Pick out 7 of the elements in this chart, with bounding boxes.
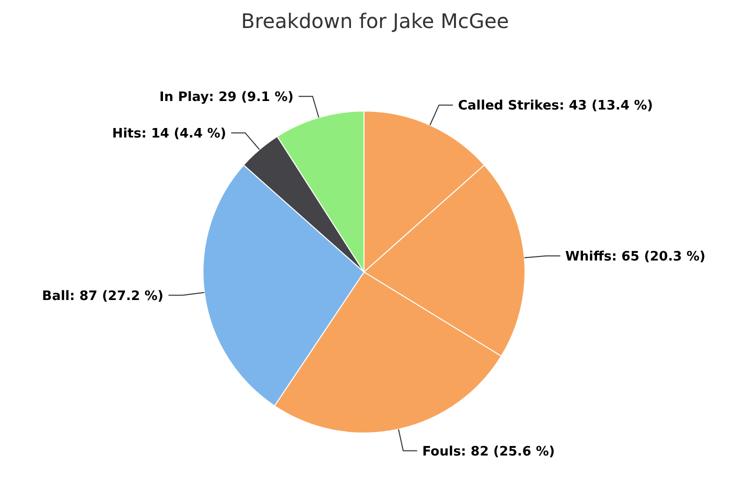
- slice-label: Called Strikes: 43 (13.4 %): [458, 98, 654, 114]
- slice-label: Fouls: 82 (25.6 %): [422, 444, 555, 460]
- slice-label: In Play: 29 (9.1 %): [159, 90, 294, 105]
- chart-title: Breakdown for Jake McGee: [241, 9, 509, 33]
- slice-label: Hits: 14 (4.4 %): [112, 126, 226, 142]
- slice-label: Whiffs: 65 (20.3 %): [565, 249, 706, 264]
- slice-label: Ball: 87 (27.2 %): [42, 288, 164, 304]
